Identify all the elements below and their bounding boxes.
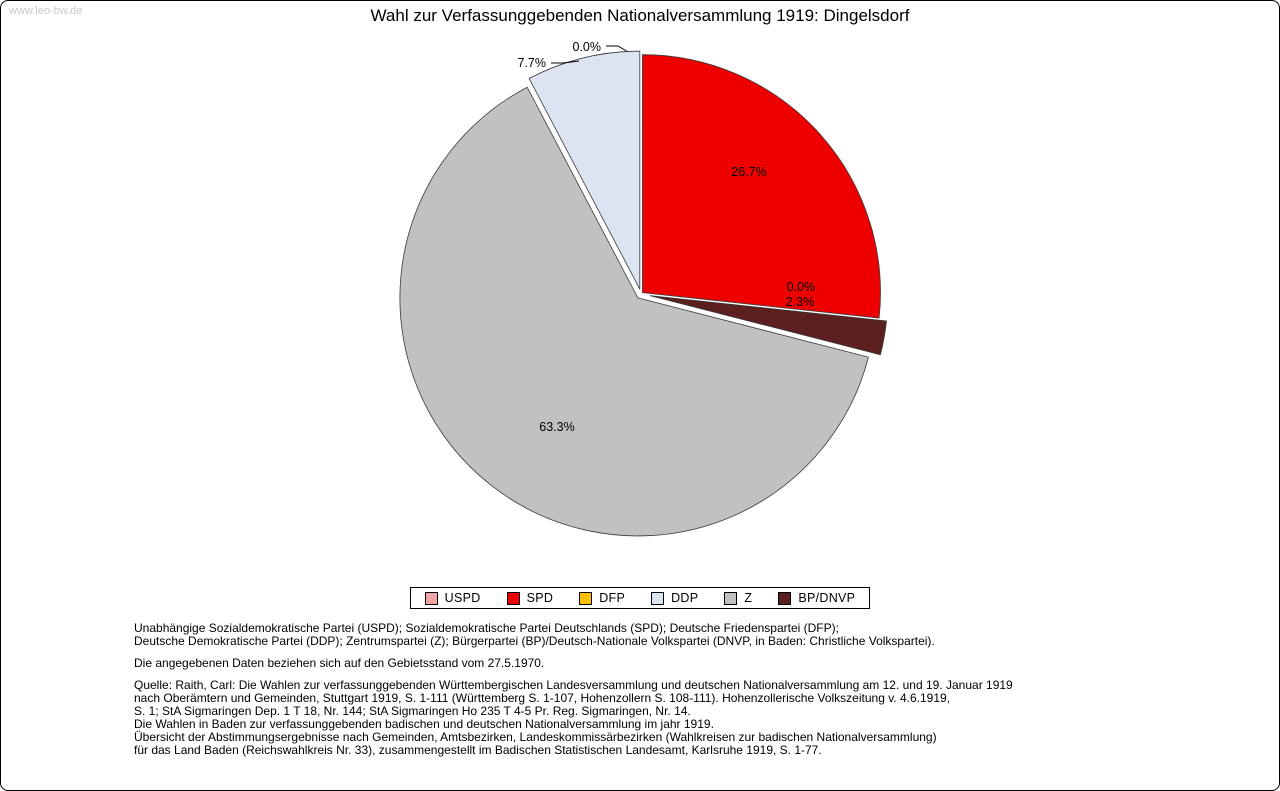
legend-swatch-z bbox=[724, 591, 738, 605]
footer-line: Die Wahlen in Baden zur verfassunggebend… bbox=[134, 717, 714, 731]
legend-label-bp-dnvp: BP/DNVP bbox=[798, 591, 856, 605]
pie-slice-ddp bbox=[528, 50, 641, 290]
legend: USPD SPD DFP DDP Z BP/DNVP bbox=[1, 587, 1279, 609]
footer-line: Übersicht der Abstimmungsergebnisse nach… bbox=[134, 730, 937, 744]
label-leader-ddp bbox=[551, 60, 580, 64]
legend-label-z: Z bbox=[744, 591, 753, 605]
pie-label-bp-dnvp: 2.3% bbox=[786, 295, 815, 309]
legend-swatch-ddp bbox=[651, 591, 665, 605]
pie-label-z: 63.3% bbox=[539, 420, 574, 434]
footer-notes: Unabhängige Sozialdemokratische Partei (… bbox=[134, 622, 1249, 757]
legend-item-z: Z bbox=[724, 591, 752, 605]
legend-item-spd: SPD bbox=[506, 591, 554, 605]
legend-label-spd: SPD bbox=[526, 591, 554, 605]
footer-line: Die angegebenen Daten beziehen sich auf … bbox=[134, 656, 545, 670]
footer-line: S. 1; StA Sigmaringen Dep. 1 T 18, Nr. 1… bbox=[134, 704, 691, 718]
footer-line: nach Oberämtern und Gemeinden, Stuttgart… bbox=[134, 691, 951, 705]
legend-item-dfp: DFP bbox=[579, 591, 625, 605]
pie-chart: 0.0%26.7%0.0%2.3%63.3%7.7% bbox=[399, 40, 887, 537]
watermark: www.leo-bw.de bbox=[9, 5, 83, 17]
legend-swatch-bp-dnvp bbox=[778, 591, 792, 605]
pie-label-uspd: 0.0% bbox=[573, 40, 602, 54]
legend-label-ddp: DDP bbox=[671, 591, 699, 605]
footer-line: Deutsche Demokratische Partei (DDP); Zen… bbox=[134, 634, 935, 648]
legend-item-bp-dnvp: BP/DNVP bbox=[778, 591, 855, 605]
pie-slice-z bbox=[399, 86, 869, 537]
legend-swatch-dfp bbox=[579, 591, 593, 605]
pie-label-ddp: 7.7% bbox=[518, 56, 547, 70]
legend-item-uspd: USPD bbox=[424, 591, 481, 605]
pie-label-dfp: 0.0% bbox=[787, 280, 816, 294]
footer-paragraph-3: Quelle: Raith, Carl: Die Wahlen zur verf… bbox=[134, 679, 1249, 757]
legend-box: USPD SPD DFP DDP Z BP/DNVP bbox=[409, 587, 871, 609]
footer-paragraph-1: Unabhängige Sozialdemokratische Partei (… bbox=[134, 622, 1249, 648]
legend-label-uspd: USPD bbox=[444, 591, 481, 605]
pie-slice-bp-dnvp bbox=[649, 295, 887, 356]
legend-swatch-spd bbox=[506, 591, 520, 605]
legend-label-dfp: DFP bbox=[599, 591, 626, 605]
legend-swatch-uspd bbox=[424, 591, 438, 605]
footer-line: für das Land Baden (Reichswahlkreis Nr. … bbox=[134, 743, 822, 757]
pie-slice-spd bbox=[642, 54, 881, 319]
chart-title: Wahl zur Verfassunggebenden Nationalvers… bbox=[370, 6, 910, 25]
footer-line: Unabhängige Sozialdemokratische Partei (… bbox=[134, 621, 839, 635]
legend-item-ddp: DDP bbox=[651, 591, 698, 605]
footer-line: Quelle: Raith, Carl: Die Wahlen zur verf… bbox=[134, 678, 1013, 692]
footer-paragraph-2: Die angegebenen Daten beziehen sich auf … bbox=[134, 657, 1249, 670]
pie-label-spd: 26.7% bbox=[731, 165, 766, 179]
